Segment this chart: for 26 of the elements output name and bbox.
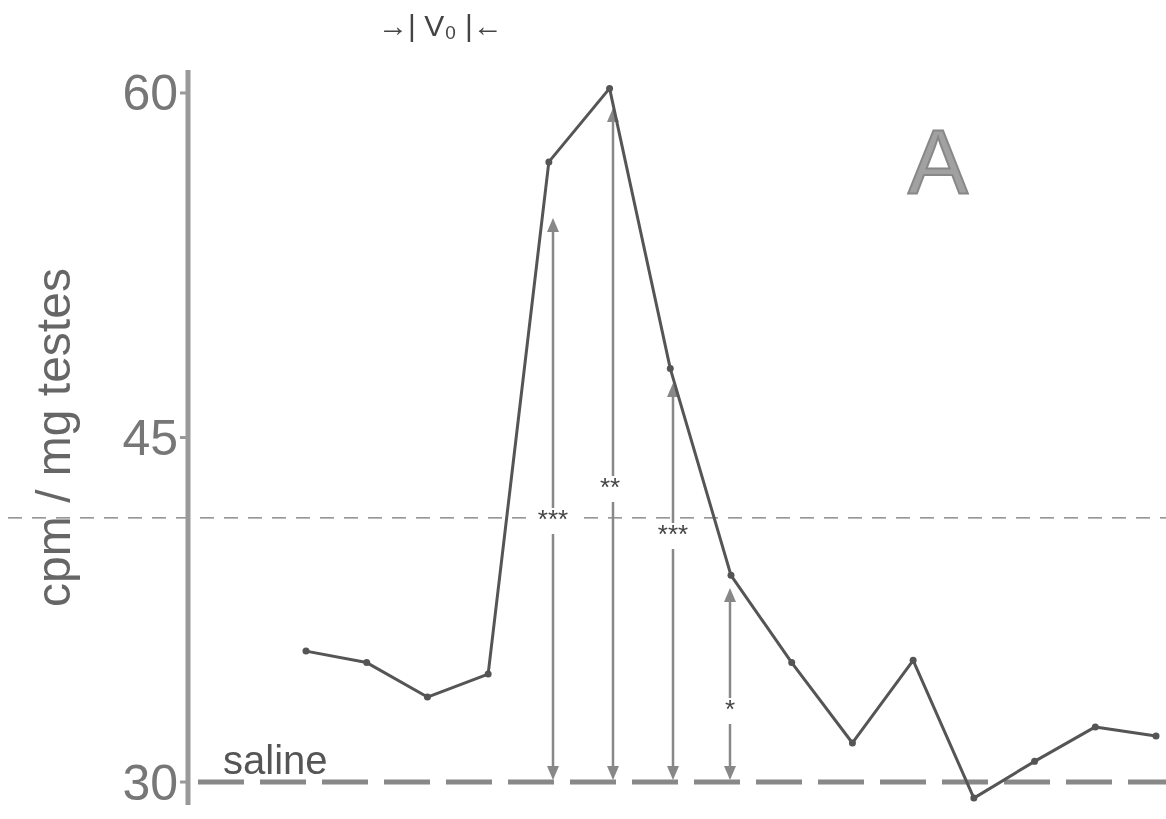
point [1152,732,1160,740]
y-axis-title: cpm / mg testes [27,268,80,607]
point [848,739,856,747]
y-tick-label: 60 [122,65,178,122]
point [606,84,614,92]
point [909,656,917,664]
y-tick-label: 45 [122,410,178,466]
point [423,693,431,701]
point [727,571,735,579]
point [484,670,492,678]
annotation: ** [599,472,621,502]
point [666,365,674,373]
point [1031,757,1039,765]
y-tick-label: 30 [122,754,178,811]
annotation: A [907,112,969,212]
point [302,647,310,655]
point [970,794,978,802]
ref-line-label: saline [223,738,328,783]
text: →| V₀ |← [378,9,503,42]
point [1091,723,1099,731]
annotation: *** [537,504,569,534]
annotation: *** [657,519,689,549]
annotation: * [724,694,736,724]
point [545,158,553,166]
point [788,659,796,667]
point [363,659,371,667]
